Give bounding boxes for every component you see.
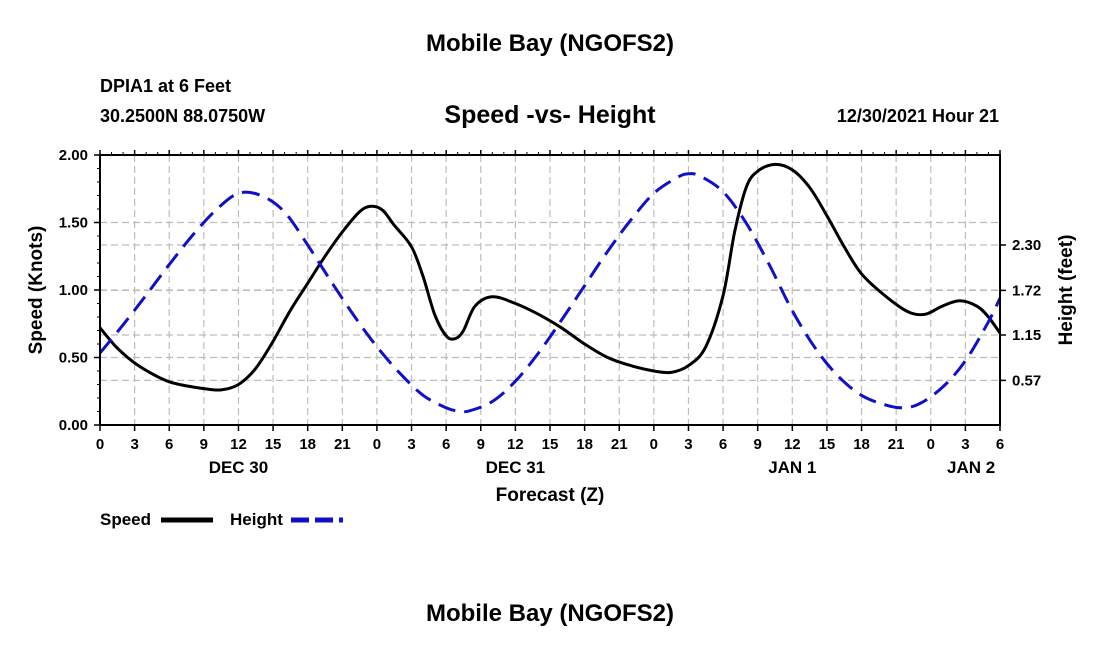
series-line-speed (98, 162, 1002, 392)
x-tick-label: 9 (754, 436, 762, 453)
x-tick-label: 21 (334, 436, 351, 453)
x-tick-label: 6 (165, 436, 173, 453)
x-tick-label: 0 (927, 436, 935, 453)
x-tick-label: 3 (961, 436, 969, 453)
forecast-datetime: 12/30/2021 Hour 21 (836, 106, 999, 126)
x-tick-label: 6 (442, 436, 450, 453)
y-tick-label: 0.50 (59, 350, 88, 367)
date-label: DEC 30 (209, 458, 269, 477)
x-tick-label: 3 (407, 436, 415, 453)
x-tick-label: 15 (542, 436, 559, 453)
x-tick-label: 0 (96, 436, 104, 453)
y-axis-title: Speed (Knots) (26, 226, 47, 355)
x-tick-label: 9 (477, 436, 485, 453)
chart-title: Mobile Bay (NGOFS2) (425, 30, 675, 57)
chart-subtitle: Speed -vs- Height (444, 101, 656, 129)
coordinates-label: 30.2500N 88.0750W (100, 106, 266, 126)
x-tick-label: 18 (853, 436, 870, 453)
x-tick-label: 6 (996, 436, 1004, 453)
series-line-height (98, 172, 1002, 414)
legend-label-speed: Speed (100, 510, 151, 529)
y2-tick-label: 2.30 (1012, 237, 1041, 254)
x-tick-label: 15 (265, 436, 282, 453)
axis-labels: 0 3 6 9 12 15 18 21 0 3 6 9 12 15 18 21 0 3 6 9 12 15 18 21 0 3 6 D… (26, 147, 1077, 506)
date-label: JAN 2 (947, 458, 995, 477)
y-tick-label: 1.50 (59, 215, 88, 232)
axis-ticks (94, 150, 1006, 431)
x-tick-label: 0 (373, 436, 381, 453)
y-tick-label: 1.00 (59, 282, 88, 299)
grid-lines (100, 155, 1000, 425)
x-tick-label: 3 (130, 436, 138, 453)
x-tick-label: 0 (650, 436, 658, 453)
x-tick-label: 12 (507, 436, 524, 453)
x-tick-label: 6 (719, 436, 727, 453)
y2-tick-label: 0.57 (1012, 372, 1041, 389)
x-tick-label: 9 (200, 436, 208, 453)
legend: Speed Height (100, 510, 343, 529)
y2-tick-label: 1.72 (1012, 282, 1041, 299)
x-tick-label: 18 (576, 436, 593, 453)
x-tick-label: 3 (684, 436, 692, 453)
station-label: DPIA1 at 6 Feet (100, 76, 232, 96)
next-chart-title: Mobile Bay (NGOFS2) (425, 600, 675, 627)
date-label: JAN 1 (768, 458, 816, 477)
y2-tick-label: 1.15 (1012, 327, 1041, 344)
date-label: DEC 31 (486, 458, 546, 477)
x-tick-label: 21 (888, 436, 905, 453)
x-tick-label: 12 (784, 436, 801, 453)
series-layer (98, 162, 1002, 414)
x-tick-label: 15 (819, 436, 836, 453)
y2-axis-title: Height (feet) (1056, 235, 1077, 346)
y-tick-label: 2.00 (59, 147, 88, 164)
y-tick-label: 0.00 (59, 417, 88, 434)
x-tick-label: 18 (299, 436, 316, 453)
legend-label-height: Height (230, 510, 283, 529)
x-tick-label: 12 (230, 436, 247, 453)
x-axis-title: Forecast (Z) (496, 485, 605, 506)
x-tick-label: 21 (611, 436, 628, 453)
